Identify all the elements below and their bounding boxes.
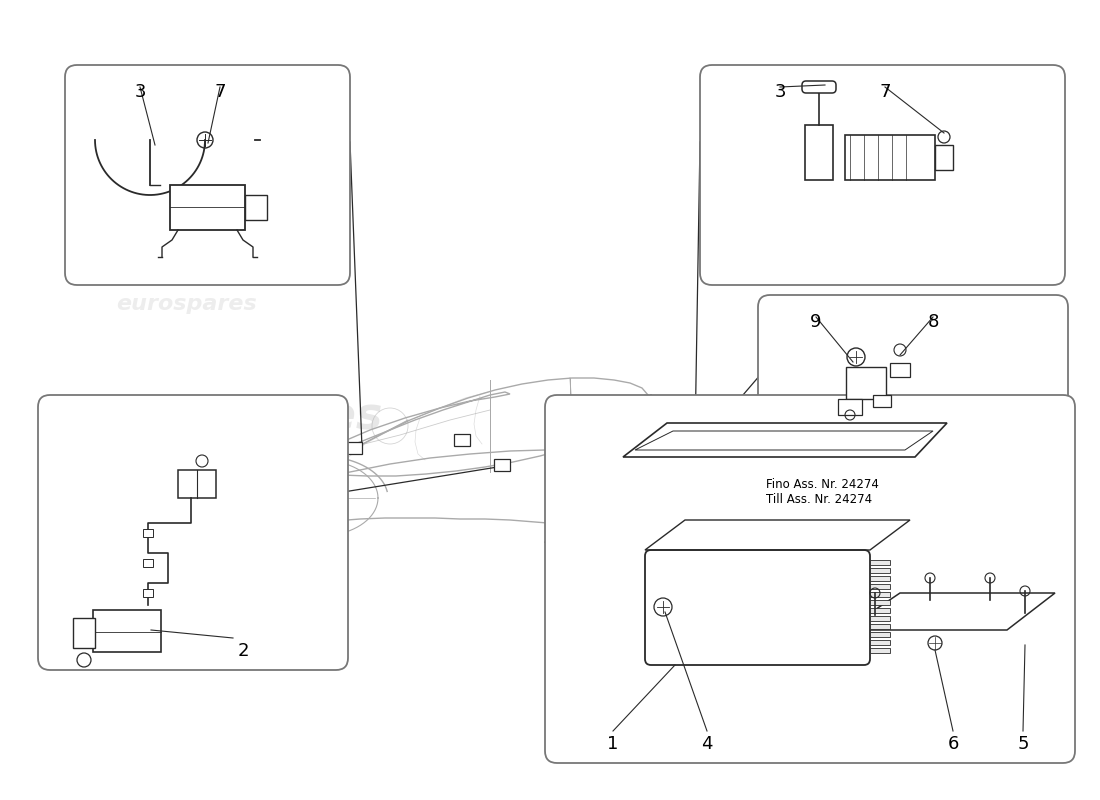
Text: 7: 7 [214,83,225,101]
FancyBboxPatch shape [94,610,161,652]
FancyBboxPatch shape [178,470,216,498]
FancyBboxPatch shape [870,576,890,581]
FancyBboxPatch shape [870,624,890,629]
Text: eurospares: eurospares [755,486,895,506]
FancyBboxPatch shape [870,616,890,621]
FancyBboxPatch shape [845,135,935,180]
FancyBboxPatch shape [143,529,153,537]
FancyBboxPatch shape [870,640,890,645]
FancyBboxPatch shape [454,434,470,446]
FancyBboxPatch shape [870,568,890,573]
FancyBboxPatch shape [143,559,153,567]
FancyBboxPatch shape [873,395,891,407]
Text: 2: 2 [238,642,249,660]
Text: 6: 6 [947,735,959,753]
FancyBboxPatch shape [802,81,836,93]
FancyBboxPatch shape [870,560,890,565]
FancyBboxPatch shape [143,589,153,597]
FancyBboxPatch shape [870,632,890,637]
FancyBboxPatch shape [758,295,1068,460]
FancyBboxPatch shape [846,367,886,399]
FancyBboxPatch shape [245,195,267,220]
FancyBboxPatch shape [838,399,862,415]
FancyBboxPatch shape [870,592,890,597]
FancyBboxPatch shape [494,459,510,471]
FancyBboxPatch shape [935,145,953,170]
FancyBboxPatch shape [645,550,870,665]
Text: 3: 3 [134,83,145,101]
Text: 4: 4 [702,735,713,753]
Text: 5: 5 [1018,735,1028,753]
Text: 9: 9 [811,313,822,331]
FancyBboxPatch shape [805,125,833,180]
Text: 3: 3 [774,83,785,101]
FancyBboxPatch shape [544,395,1075,763]
Text: eurospares: eurospares [130,596,288,620]
FancyBboxPatch shape [39,395,348,670]
Text: eurospares: eurospares [101,394,383,438]
Text: eurospares: eurospares [724,596,882,620]
Text: eurospares: eurospares [117,294,257,314]
FancyBboxPatch shape [346,442,362,454]
Text: eurospares: eurospares [607,394,889,438]
Text: 7: 7 [879,83,891,101]
FancyBboxPatch shape [890,363,910,377]
Text: Till Ass. Nr. 24274: Till Ass. Nr. 24274 [766,493,872,506]
Text: Fino Ass. Nr. 24274: Fino Ass. Nr. 24274 [766,478,879,491]
FancyBboxPatch shape [574,454,590,466]
FancyBboxPatch shape [870,608,890,613]
FancyBboxPatch shape [870,648,890,653]
FancyBboxPatch shape [65,65,350,285]
FancyBboxPatch shape [870,584,890,589]
Text: 8: 8 [927,313,938,331]
FancyBboxPatch shape [170,185,245,230]
FancyBboxPatch shape [625,444,641,456]
Text: 1: 1 [607,735,618,753]
FancyBboxPatch shape [73,618,95,648]
FancyBboxPatch shape [870,600,890,605]
FancyBboxPatch shape [700,65,1065,285]
